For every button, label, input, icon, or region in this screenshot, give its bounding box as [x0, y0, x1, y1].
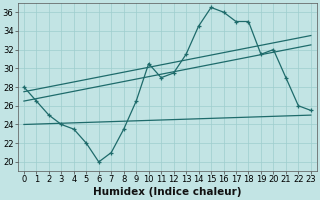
X-axis label: Humidex (Indice chaleur): Humidex (Indice chaleur): [93, 187, 242, 197]
